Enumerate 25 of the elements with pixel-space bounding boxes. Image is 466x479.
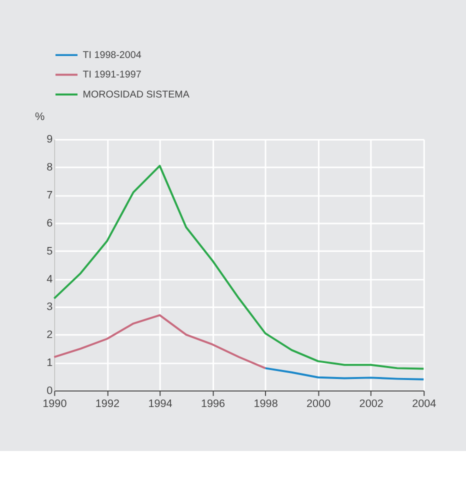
x-tick-label: 2002 — [359, 398, 384, 410]
y-tick-label: 5 — [46, 245, 53, 258]
y-tick-label: 1 — [46, 357, 53, 370]
y-tick-label: 9 — [46, 134, 53, 146]
y-tick-label: 3 — [46, 301, 53, 314]
y-tick-label: 7 — [46, 190, 53, 202]
x-tick-label: 1998 — [254, 398, 278, 410]
x-tick-label: 1996 — [200, 398, 226, 410]
x-tick-label: 1992 — [95, 398, 120, 410]
y-axis-title: % — [34, 111, 45, 124]
line-series — [53, 164, 425, 370]
x-tick-label: 1990 — [42, 398, 67, 410]
line-series — [264, 367, 425, 380]
y-tick-label: 6 — [46, 217, 53, 230]
x-tick-label: 1994 — [148, 398, 172, 410]
line-series — [53, 314, 266, 370]
y-tick-label: 4 — [46, 273, 53, 286]
x-tick-label: 2000 — [306, 398, 331, 410]
y-tick-label: 2 — [46, 329, 53, 342]
legend-label: TI 1991-1997 — [82, 70, 142, 81]
x-tick-label: 2004 — [412, 398, 436, 410]
y-tick-label: 8 — [46, 162, 53, 174]
y-tick-label: 0 — [46, 384, 53, 397]
legend-label: MOROSIDAD SISTEMA — [82, 89, 190, 100]
legend-label: TI 1998-2004 — [82, 50, 142, 62]
